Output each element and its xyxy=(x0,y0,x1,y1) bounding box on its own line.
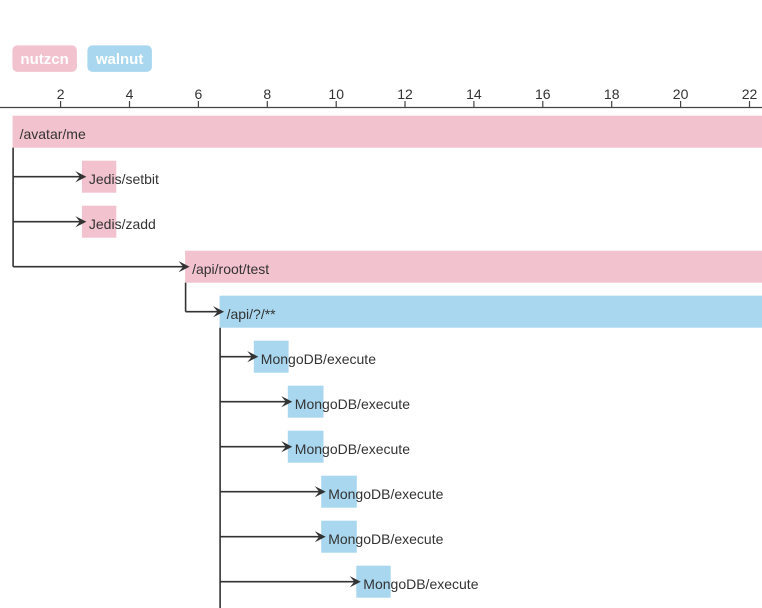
svg-text:8: 8 xyxy=(263,86,271,102)
svg-text:MongoDB/execute: MongoDB/execute xyxy=(295,441,410,457)
svg-text:walnut: walnut xyxy=(95,51,144,68)
svg-text:10: 10 xyxy=(328,86,344,102)
svg-text:22: 22 xyxy=(742,86,758,102)
svg-text:MongoDB/execute: MongoDB/execute xyxy=(261,351,376,367)
svg-text:Jedis/zadd: Jedis/zadd xyxy=(89,216,156,232)
svg-text:4: 4 xyxy=(126,86,134,102)
svg-text:MongoDB/execute: MongoDB/execute xyxy=(328,531,443,547)
svg-text:/api/?/**: /api/?/** xyxy=(227,306,277,322)
svg-text:nutzcn: nutzcn xyxy=(20,51,68,68)
svg-text:18: 18 xyxy=(604,86,620,102)
svg-text:12: 12 xyxy=(397,86,413,102)
svg-text:/api/root/test: /api/root/test xyxy=(192,261,269,277)
svg-text:MongoDB/execute: MongoDB/execute xyxy=(295,396,410,412)
svg-text:2: 2 xyxy=(57,86,65,102)
svg-text:/avatar/me: /avatar/me xyxy=(20,126,86,142)
svg-text:14: 14 xyxy=(466,86,482,102)
svg-text:16: 16 xyxy=(535,86,551,102)
svg-text:MongoDB/execute: MongoDB/execute xyxy=(363,576,478,592)
svg-text:Jedis/setbit: Jedis/setbit xyxy=(89,171,159,187)
svg-text:20: 20 xyxy=(673,86,689,102)
svg-text:6: 6 xyxy=(195,86,203,102)
svg-text:MongoDB/execute: MongoDB/execute xyxy=(328,486,443,502)
